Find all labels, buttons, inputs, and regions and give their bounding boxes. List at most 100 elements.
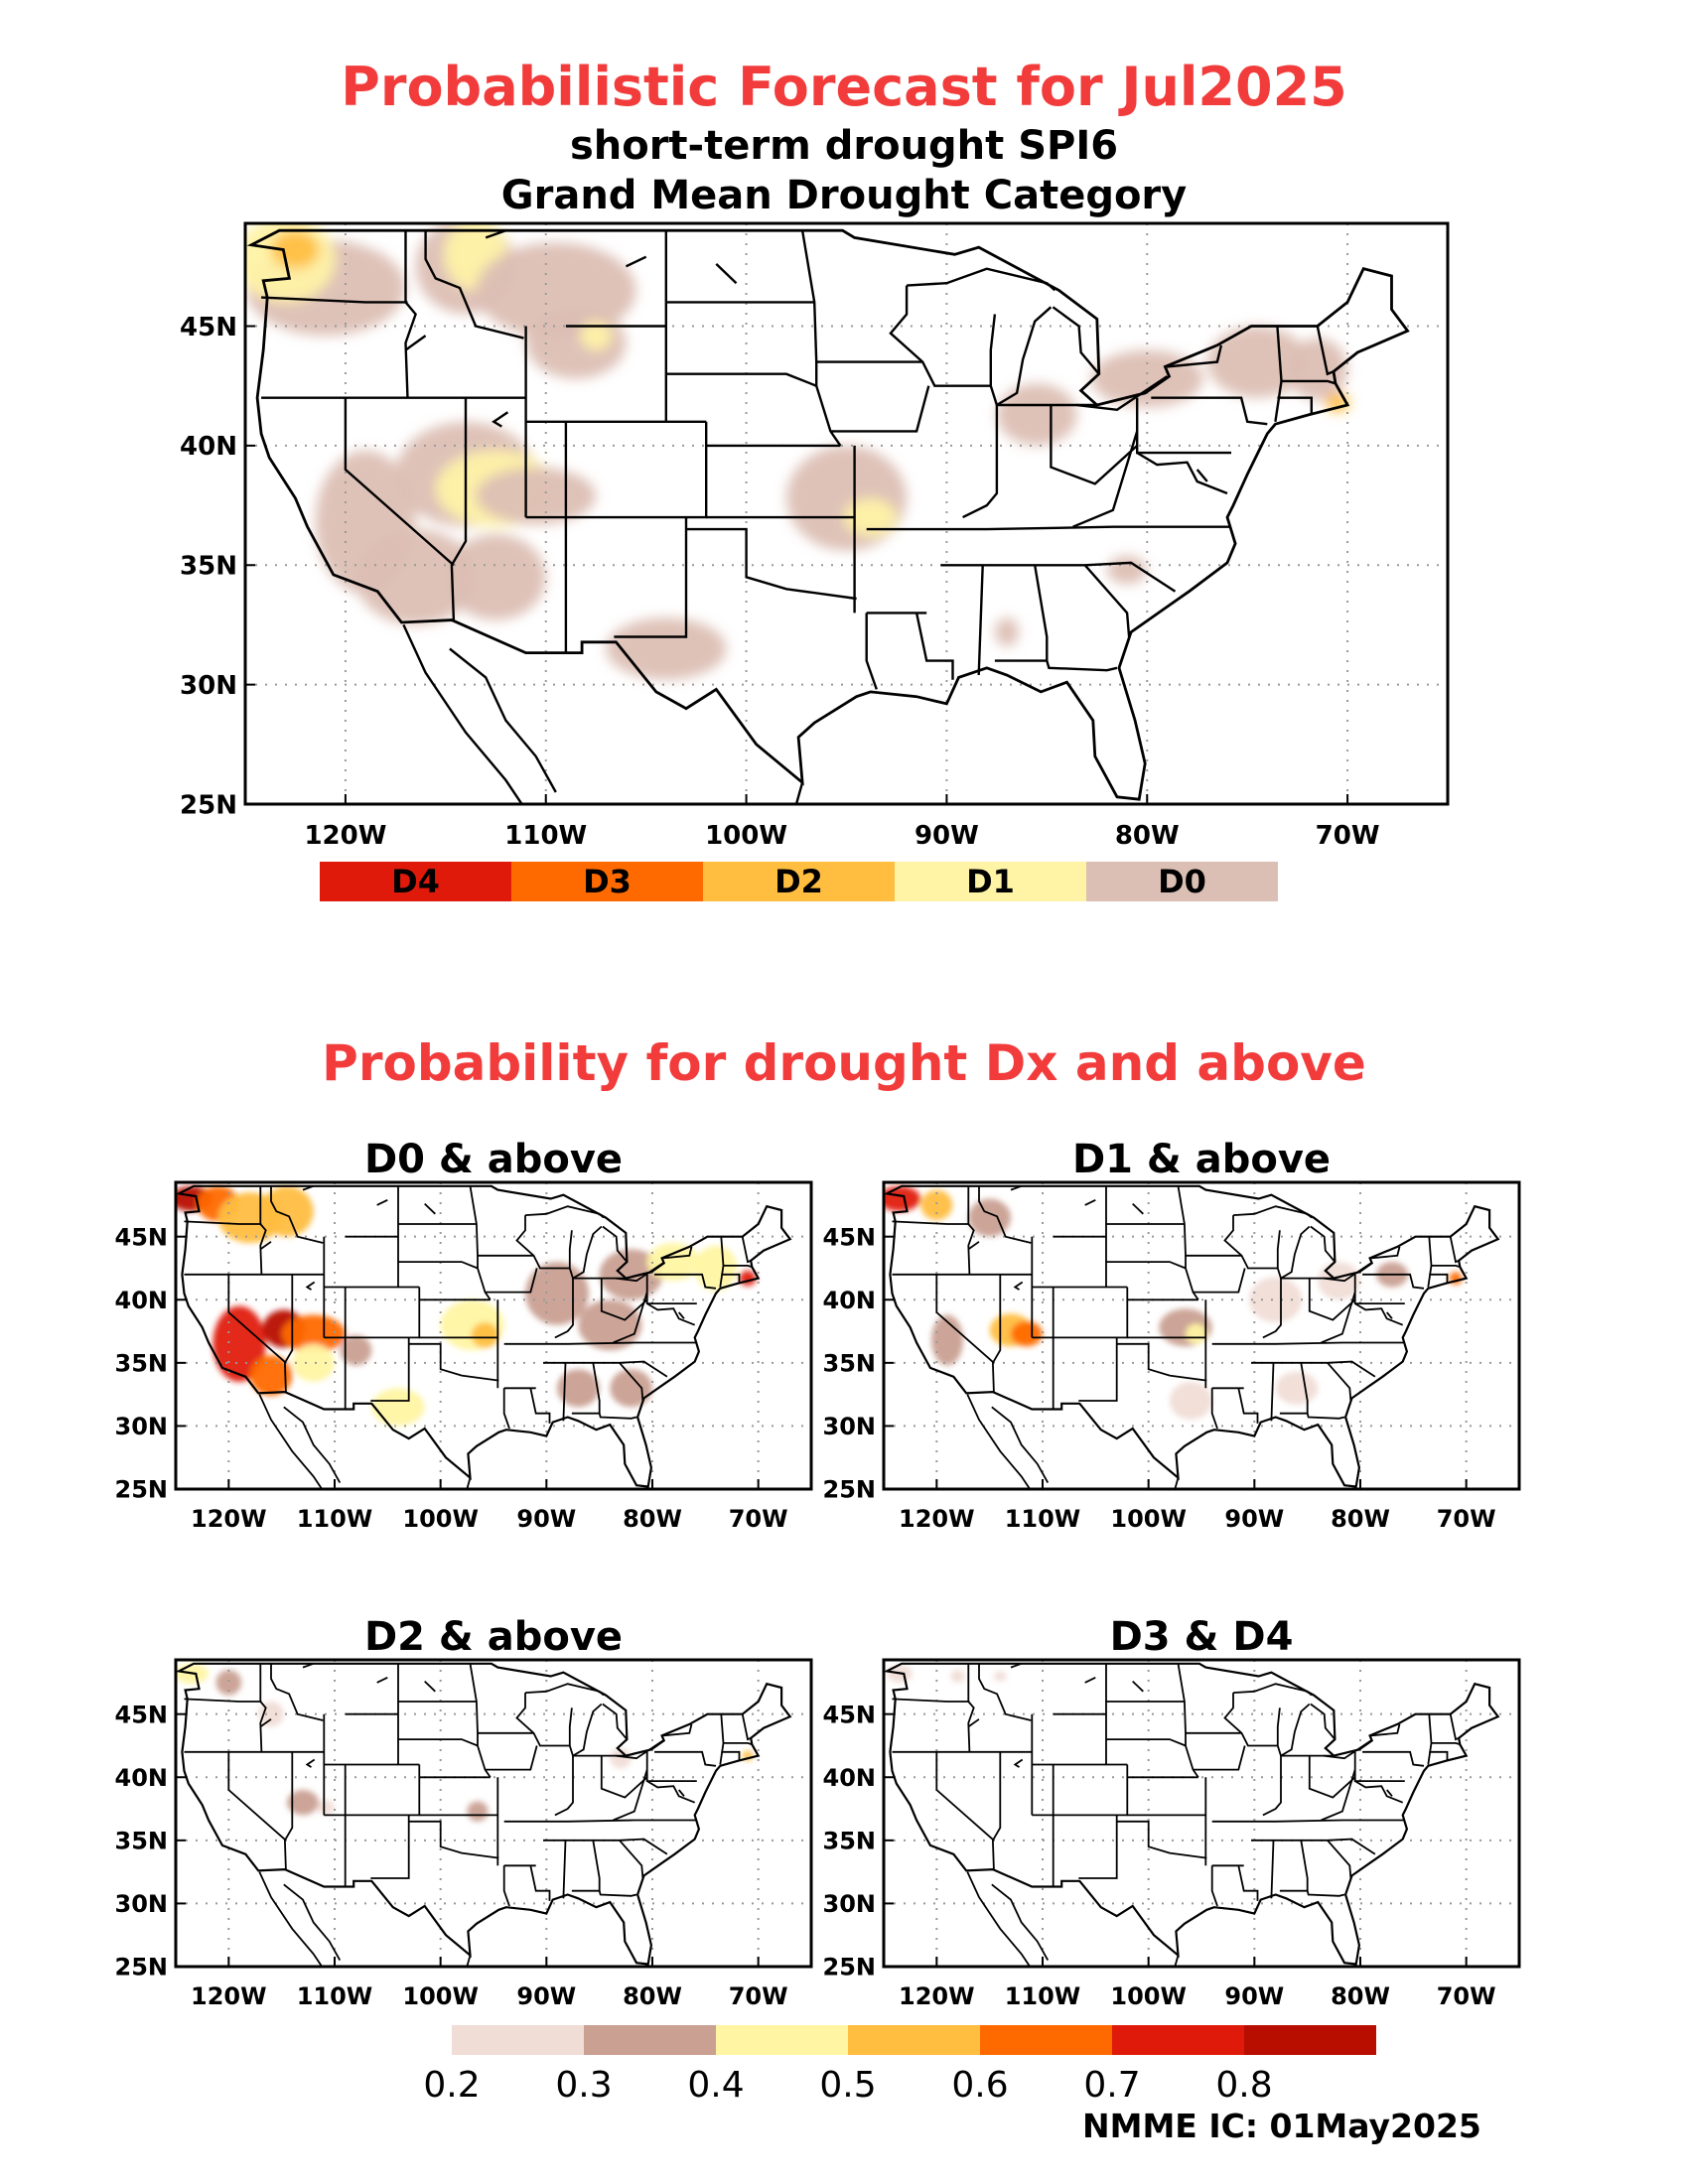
state-boundary <box>1354 1780 1404 1804</box>
grid-lines <box>245 223 1448 804</box>
lon-tick-label: 110W <box>1005 1505 1081 1533</box>
lake-shoreline <box>1052 306 1100 375</box>
state-boundary <box>1210 1388 1218 1430</box>
lake-shoreline <box>615 1739 664 1760</box>
lake-shoreline <box>259 1718 272 1728</box>
state-boundary <box>398 1261 479 1270</box>
mexico-coastline <box>283 1883 342 1962</box>
state-boundary <box>1072 431 1139 528</box>
drought-area <box>292 1343 335 1382</box>
lake-shoreline <box>662 1723 693 1737</box>
lat-tick-label: 35N <box>115 1827 168 1854</box>
mexico-coastline <box>258 1871 324 1967</box>
state-boundary <box>1193 1745 1246 1771</box>
lake-shoreline <box>602 1225 629 1263</box>
lake-shoreline <box>376 1198 388 1206</box>
lat-tick-label: 30N <box>180 671 237 701</box>
drought-area <box>557 1369 600 1408</box>
probability-swatch <box>584 2025 716 2055</box>
state-boundary <box>1046 660 1118 672</box>
state-boundary <box>1429 1750 1449 1761</box>
state-boundary <box>1262 1278 1282 1339</box>
us-outline <box>884 1184 1500 1488</box>
lake-shoreline <box>305 1281 316 1291</box>
state-boundary <box>554 1755 574 1817</box>
state-boundary <box>1386 1789 1393 1797</box>
drought-area <box>739 1271 757 1287</box>
drought-area <box>785 445 908 551</box>
drought-area <box>317 1800 335 1816</box>
lake-shoreline <box>259 1241 272 1251</box>
probability-swatch <box>1244 2025 1376 2055</box>
state-boundary <box>1151 396 1268 426</box>
mexico-coastline <box>283 1406 342 1484</box>
lake-shoreline <box>1132 1680 1144 1693</box>
lake-shoreline <box>302 1184 315 1191</box>
state-boundary <box>1223 1693 1278 1747</box>
drought-area <box>996 383 1077 446</box>
map-frame <box>174 1180 813 1491</box>
state-boundary <box>564 421 708 519</box>
panel-d0-map <box>176 1182 811 1489</box>
lon-tick-label: 120W <box>899 1982 975 2010</box>
drought-area <box>968 1198 1012 1237</box>
lake-shoreline <box>662 1246 693 1260</box>
drought-area <box>1090 349 1203 408</box>
lake-shoreline <box>568 1703 603 1757</box>
drought-area <box>920 1189 953 1221</box>
us-outline <box>246 228 1410 801</box>
drought-area <box>1011 1320 1043 1347</box>
state-boundary <box>741 1236 752 1264</box>
state-boundary <box>1449 1713 1460 1741</box>
state-boundary <box>994 565 1049 662</box>
category-swatch-d2 <box>703 862 895 901</box>
state-boundary <box>1308 1755 1356 1799</box>
state-boundary <box>344 1764 421 1817</box>
state-boundary <box>1386 1311 1393 1319</box>
state-boundary <box>991 1274 1002 1393</box>
lake-shoreline <box>305 1758 316 1768</box>
state-boundary <box>1052 1287 1129 1339</box>
lon-tick-label: 80W <box>1331 1505 1390 1533</box>
lon-tick-label: 80W <box>623 1505 682 1533</box>
panel-d2-map <box>176 1660 811 1967</box>
lon-tick-label: 70W <box>1437 1505 1496 1533</box>
lon-tick-label: 90W <box>516 1505 576 1533</box>
lake-shoreline <box>424 1680 436 1693</box>
state-boundary <box>962 405 999 519</box>
state-boundary <box>571 1362 601 1415</box>
lon-tick-label: 70W <box>729 1982 788 2010</box>
main-category-map <box>245 223 1448 804</box>
state-boundary <box>892 1220 970 1225</box>
lat-tick-label: 25N <box>180 790 237 820</box>
lake-shoreline <box>1076 375 1169 412</box>
state-boundary <box>1083 564 1131 637</box>
state-boundary <box>613 1292 648 1344</box>
state-boundary <box>1306 1413 1345 1420</box>
state-boundary <box>967 1663 975 1752</box>
lake-shoreline <box>1013 1758 1024 1768</box>
state-boundary <box>344 1287 421 1339</box>
grid-lines <box>884 1182 1519 1489</box>
state-boundary <box>723 1265 753 1269</box>
lake-shoreline <box>1232 1683 1313 1697</box>
state-boundary <box>1429 1273 1449 1284</box>
drought-area <box>606 617 727 680</box>
drought-area <box>993 1671 1007 1682</box>
lake-shoreline <box>967 1718 980 1728</box>
lake-shoreline <box>1132 1202 1144 1215</box>
ic-label: NMME IC: 01May2025 <box>1082 2107 1481 2145</box>
state-boundary <box>952 525 1229 531</box>
state-boundary <box>404 230 417 398</box>
state-boundary <box>1449 1236 1460 1264</box>
probability-swatch <box>716 2025 848 2055</box>
lat-tick-label: 25N <box>823 1954 876 1981</box>
state-boundary <box>408 1820 499 1859</box>
category-swatch-d4 <box>320 862 511 901</box>
probability-tick-label: 0.4 <box>687 2065 744 2106</box>
state-boundary <box>1257 1819 1404 1823</box>
state-boundary <box>1431 1265 1461 1269</box>
lon-tick-label: 100W <box>402 1505 479 1533</box>
lake-shoreline <box>1276 1225 1311 1280</box>
lake-shoreline <box>524 1683 605 1697</box>
